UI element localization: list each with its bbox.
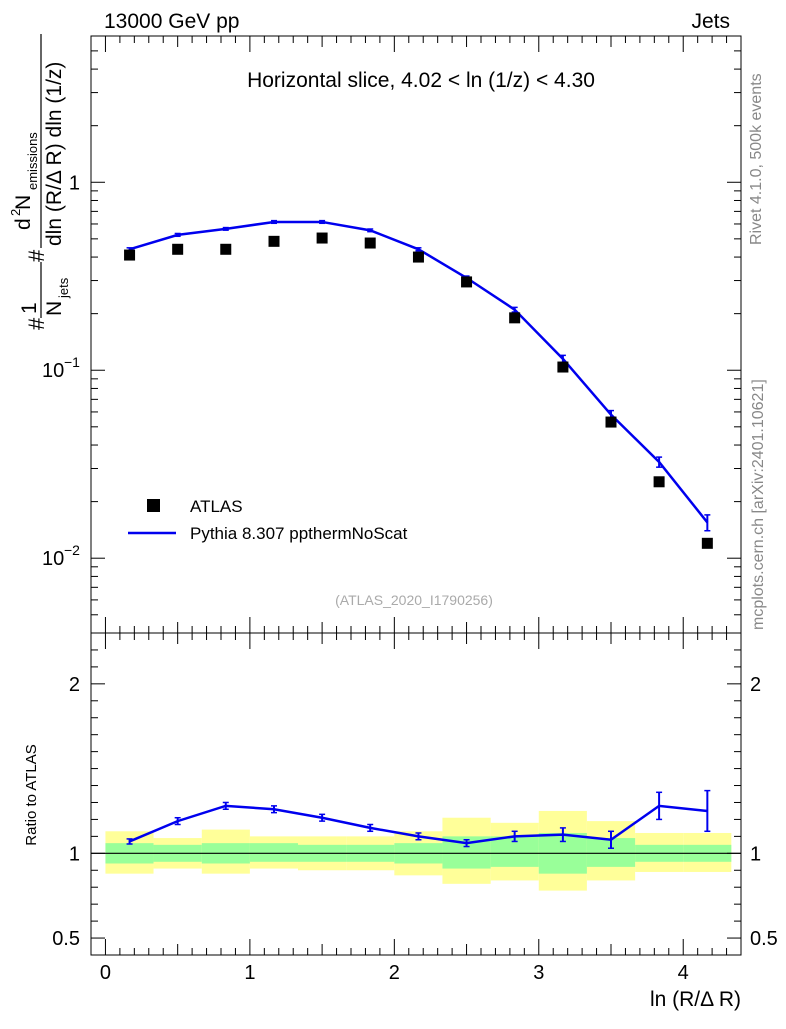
main-data-layer [124, 219, 713, 549]
atlas-point [701, 537, 713, 549]
ratio-ytick-label-right: 0.5 [750, 928, 778, 950]
rivet-label: Rivet 4.1.0, 500k events [748, 73, 765, 245]
atlas-point [509, 312, 521, 324]
analysis-watermark: (ATLAS_2020_I1790256) [335, 592, 493, 608]
atlas-point [172, 243, 184, 255]
legend-atlas-marker [147, 499, 160, 512]
atlas-point [364, 237, 376, 249]
atlas-point [461, 276, 473, 288]
ylabel-hash: # [24, 317, 49, 330]
xtick-label: 2 [389, 962, 400, 984]
process-label: Jets [691, 10, 730, 33]
ratio-ytick-label-right: 2 [750, 674, 761, 696]
xtick-label: 3 [533, 962, 544, 984]
main-panel: 110−110−2 Horizontal slice, 4.02 < ln (1… [8, 34, 742, 634]
atlas-point [268, 235, 280, 247]
ratio-ytick-label-left: 1 [69, 843, 80, 865]
ratio-frame [90, 632, 742, 956]
ylabel-d: d [12, 218, 35, 230]
ratio-ytick-label-left: 2 [69, 674, 80, 696]
legend-atlas-label: ATLAS [190, 497, 243, 516]
ytick-label-pow: 10 [42, 360, 64, 382]
main-axes: 110−110−2 [42, 35, 742, 634]
atlas-point [412, 251, 424, 263]
atlas-point [605, 416, 617, 428]
ytick-label-pow: 10 [42, 548, 64, 570]
atlas-point [220, 243, 232, 255]
atlas-point [557, 361, 569, 373]
ratio-axes: 0.5 0.5 1 1 2 2 0 1 2 3 4 [52, 632, 778, 984]
ylabel-hash2: # [24, 249, 49, 262]
ratio-panel: 0.5 0.5 1 1 2 2 0 1 2 3 4 Ratio to ATLAS ln (R/Δ R… [23, 632, 778, 1011]
xlabel: ln (R/Δ R) [650, 988, 741, 1011]
mc-line [129, 220, 709, 524]
ytick-label-exp: −1 [64, 354, 80, 370]
legend: ATLAS Pythia 8.307 ppthermNoScat [128, 497, 408, 543]
ylabel-frac-num: 1 [18, 302, 41, 314]
xtick-label: 4 [678, 962, 689, 984]
energy-label: 13000 GeV pp [104, 10, 239, 33]
ratio-ytick-label-right: 1 [750, 843, 761, 865]
main-frame [90, 35, 742, 634]
legend-pythia-label: Pythia 8.307 ppthermNoScat [190, 524, 408, 543]
xtick-label: 1 [244, 962, 255, 984]
plot-title: Horizontal slice, 4.02 < ln (1/z) < 4.30 [247, 69, 595, 92]
ratio-ylabel: Ratio to ATLAS [23, 744, 40, 845]
ylabel-n: N [12, 195, 35, 210]
ratio-ytick-label-left: 0.5 [52, 928, 80, 950]
ylabel-den-full: dln (R/Δ R) dln (1/z) [43, 62, 66, 246]
atlas-point [124, 249, 136, 261]
ytick-label-1: 1 [69, 172, 80, 194]
uncertainty-band-inner [249, 843, 298, 862]
atlas-point [653, 476, 665, 488]
ytick-label-exp: −2 [64, 542, 80, 558]
ylabel-den-sub: jets [56, 277, 71, 299]
ylabel-frac-den: N [43, 301, 66, 316]
ylabel-n-sub: emissions [25, 132, 40, 190]
atlas-point [316, 232, 328, 244]
main-ylabel: # 1 N jets # d 2 N emissions dln (R/Δ R)… [8, 34, 71, 330]
ylabel-exp: 2 [8, 209, 23, 216]
mcplots-label: mcplots.cern.ch [arXiv:2401.10621] [750, 379, 767, 630]
ratio-data-layer [91, 789, 741, 891]
xtick-label: 0 [100, 962, 111, 984]
